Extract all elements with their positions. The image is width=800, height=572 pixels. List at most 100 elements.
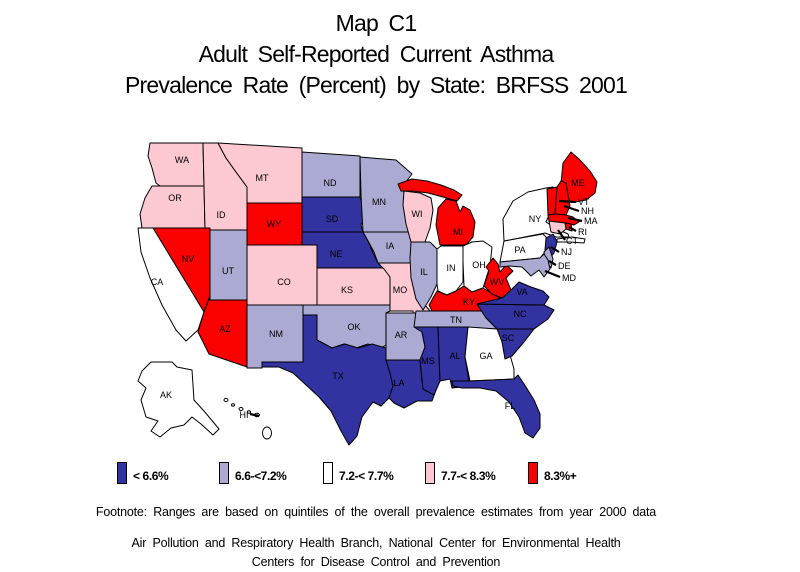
- state-label-FL: FL: [505, 401, 516, 411]
- state-label-AR: AR: [395, 330, 408, 340]
- leader-line-md: [544, 269, 561, 279]
- state-ND: [301, 151, 361, 198]
- title-block: Map C1 Adult Self-Reported Current Asthm…: [0, 8, 752, 101]
- state-label-NH: NH: [581, 206, 594, 216]
- state-label-KS: KS: [341, 285, 353, 295]
- state-shapes: [137, 142, 598, 446]
- legend-swatch-q5: [528, 462, 538, 484]
- credit-line-2: Centers for Disease Control and Preventi…: [251, 555, 501, 569]
- leader-line-vt: [558, 199, 577, 204]
- state-label-MN: MN: [372, 197, 386, 207]
- state-label-IN: IN: [447, 263, 456, 273]
- leader-lines: [249, 199, 583, 418]
- state-label-UT: UT: [222, 266, 234, 276]
- state-label-NE: NE: [330, 249, 343, 259]
- state-label-DE: DE: [558, 261, 571, 271]
- state-label-MD: MD: [562, 273, 576, 283]
- leader-line-de: [548, 260, 557, 266]
- state-CT: [548, 220, 567, 235]
- legend-label-q2: 6.6-<7.2%: [235, 469, 287, 483]
- legend-swatch-q2: [219, 462, 229, 484]
- state-TX: [261, 314, 394, 446]
- state-label-TN: TN: [450, 315, 462, 325]
- state-label-KY: KY: [463, 297, 475, 307]
- state-CO: [246, 244, 318, 306]
- state-label-AK: AK: [160, 390, 172, 400]
- state-label-IA: IA: [386, 241, 395, 251]
- legend-label-q1: < 6.6%: [133, 469, 169, 483]
- state-label-PA: PA: [514, 245, 525, 255]
- legend-item-q3: 7.2-< 7.7%: [323, 462, 394, 484]
- state-IL: [409, 241, 438, 311]
- state-WI: [402, 190, 434, 243]
- state-label-NJ: NJ: [561, 247, 572, 257]
- title-line-1: Map C1: [335, 10, 418, 36]
- state-leader-labels: VT NH MA RI CT NJ DE MD: [558, 197, 598, 283]
- legend-label-q5: 8.3%+: [544, 469, 577, 483]
- legend-item-q4: 7.7-< 8.3%: [425, 462, 496, 484]
- state-label-MS: MS: [421, 356, 435, 366]
- state-label-WV: WV: [490, 277, 505, 287]
- state-label-LA: LA: [393, 378, 404, 388]
- state-labels: WA OR CA NV ID MT WY UT CO AZ NM ND SD N…: [151, 155, 585, 420]
- state-label-GA: GA: [479, 351, 492, 361]
- state-label-OK: OK: [347, 322, 360, 332]
- title-line-2: Adult Self-Reported Current Asthma: [198, 41, 555, 67]
- leader-line-ma: [567, 216, 583, 223]
- legend-swatch-q3: [323, 462, 333, 484]
- legend-swatch-q4: [425, 462, 435, 484]
- leader-line-nj: [550, 246, 560, 253]
- state-label-AZ: AZ: [219, 324, 231, 334]
- state-label-ID: ID: [217, 210, 227, 220]
- state-label-TX: TX: [332, 371, 344, 381]
- state-label-SD: SD: [326, 214, 339, 224]
- state-label-NV: NV: [182, 254, 195, 264]
- state-CA: [137, 227, 205, 342]
- credit-line-1: Air Pollution and Respiratory Health Bra…: [131, 536, 621, 550]
- footnote: Footnote: Ranges are based on quintiles …: [95, 505, 657, 519]
- state-label-MT: MT: [256, 173, 269, 183]
- state-MI: [397, 178, 476, 246]
- state-label-WY: WY: [267, 219, 282, 229]
- state-KS: [316, 267, 391, 306]
- leader-line-ct: [557, 229, 566, 241]
- state-label-MA: MA: [584, 216, 598, 226]
- leader-line-hi: [249, 412, 260, 418]
- state-label-HI: HI: [240, 410, 249, 420]
- state-label-OR: OR: [168, 193, 182, 203]
- state-label-NM: NM: [269, 329, 283, 339]
- state-label-SC: SC: [502, 333, 515, 343]
- state-label-WI: WI: [412, 209, 423, 219]
- leader-line-ri: [568, 226, 577, 232]
- state-label-CA: CA: [151, 277, 164, 287]
- state-MD: [499, 253, 551, 278]
- state-label-RI: RI: [578, 227, 587, 237]
- state-label-WA: WA: [175, 155, 189, 165]
- state-label-MO: MO: [393, 285, 408, 295]
- state-label-VA: VA: [516, 287, 527, 297]
- legend-label-q3: 7.2-< 7.7%: [339, 469, 394, 483]
- state-label-MI: MI: [453, 227, 463, 237]
- state-AK: [137, 361, 220, 438]
- state-label-OH: OH: [472, 260, 486, 270]
- state-label-ME: ME: [571, 178, 585, 188]
- state-FL: [451, 374, 541, 439]
- state-label-CO: CO: [277, 277, 291, 287]
- state-label-NC: NC: [514, 309, 527, 319]
- state-label-IL: IL: [420, 267, 428, 277]
- leader-line-nh: [563, 204, 580, 213]
- state-label-VT: VT: [578, 197, 590, 207]
- state-WA: [147, 142, 205, 193]
- state-label-CT: CT: [566, 236, 578, 246]
- legend-item-q5: 8.3%+: [528, 462, 577, 484]
- state-UT: [209, 229, 248, 301]
- state-label-NY: NY: [529, 214, 542, 224]
- legend-label-q4: 7.7-< 8.3%: [441, 469, 496, 483]
- legend-item-q1: < 6.6%: [117, 462, 169, 484]
- legend-swatch-q1: [117, 462, 127, 484]
- legend-item-q2: 6.6-<7.2%: [219, 462, 287, 484]
- state-label-ND: ND: [324, 178, 337, 188]
- title-line-3: Prevalence Rate (Percent) by State: BRFS…: [124, 72, 628, 98]
- state-NC: [476, 303, 555, 330]
